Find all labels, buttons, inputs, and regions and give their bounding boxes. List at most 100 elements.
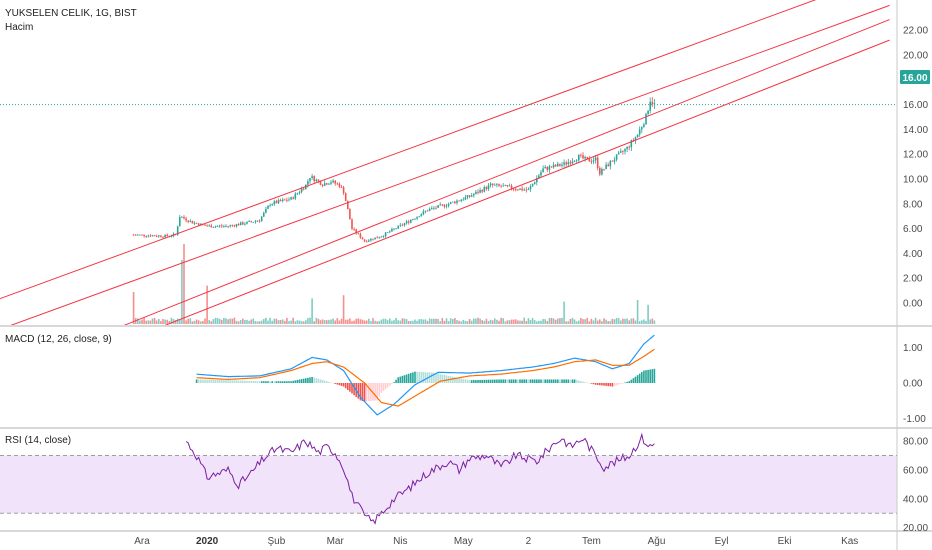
candle-body bbox=[330, 182, 332, 184]
macd-histogram-bar bbox=[380, 383, 383, 393]
time-tick-label: 2020 bbox=[196, 536, 219, 547]
macd-histogram-bar bbox=[300, 379, 303, 383]
volume-bar bbox=[596, 320, 599, 324]
candle-body bbox=[643, 124, 645, 128]
candle-body bbox=[565, 162, 567, 165]
volume-bar bbox=[575, 321, 578, 324]
volume-bar bbox=[208, 320, 210, 324]
volume-bar bbox=[292, 317, 294, 324]
channel-line[interactable] bbox=[0, 19, 890, 381]
macd-histogram-bar bbox=[323, 380, 326, 383]
candle-body bbox=[376, 237, 378, 239]
macd-histogram-bar bbox=[326, 381, 328, 383]
time-tick-label: Kas bbox=[841, 536, 858, 547]
volume-bar bbox=[544, 319, 546, 324]
candle-body bbox=[647, 110, 649, 115]
macd-histogram-bar bbox=[626, 381, 628, 383]
candle-body bbox=[611, 160, 614, 162]
macd-histogram-bar bbox=[315, 378, 318, 383]
macd-histogram-bar bbox=[221, 380, 223, 383]
candle-body bbox=[531, 184, 534, 187]
macd-histogram-bar bbox=[386, 383, 389, 388]
volume-bar bbox=[323, 320, 326, 324]
macd-tick-label: 1.00 bbox=[903, 343, 923, 354]
candle-body bbox=[374, 237, 376, 240]
trend-channel-lines[interactable] bbox=[0, 0, 890, 396]
volume-bar bbox=[489, 319, 492, 324]
candle-body bbox=[292, 197, 294, 199]
candle-body bbox=[485, 187, 488, 189]
volume-bar bbox=[521, 320, 523, 324]
candle-body bbox=[166, 234, 168, 236]
volume-bar bbox=[403, 318, 406, 324]
volume-bar bbox=[204, 318, 206, 324]
macd-histogram-bar bbox=[342, 383, 345, 387]
macd-histogram-bar bbox=[552, 379, 555, 383]
volume-bar bbox=[139, 320, 141, 324]
candle-body bbox=[571, 161, 574, 164]
price-tick-label: 8.00 bbox=[903, 199, 923, 210]
macd-histogram-bar bbox=[594, 383, 597, 385]
candle-body bbox=[134, 234, 137, 236]
candle-body bbox=[431, 207, 433, 209]
volume-bar bbox=[300, 321, 303, 324]
macd-histogram-bar bbox=[393, 382, 395, 383]
candle-body bbox=[653, 103, 656, 105]
macd-histogram-bar bbox=[420, 371, 423, 383]
macd-histogram-bar bbox=[630, 379, 633, 383]
macd-histogram-bar bbox=[353, 383, 355, 396]
candle-body bbox=[481, 190, 483, 192]
macd-histogram-bar bbox=[395, 379, 397, 383]
volume-bar bbox=[176, 318, 179, 324]
volume-bar bbox=[378, 320, 381, 324]
candle-body bbox=[590, 161, 593, 163]
macd-histogram-bar bbox=[237, 380, 240, 383]
macd-histogram-bar bbox=[517, 379, 519, 383]
candle-body bbox=[353, 228, 355, 230]
volume-bar bbox=[508, 320, 511, 324]
price-tick-label: 20.00 bbox=[903, 51, 928, 62]
volume-bar bbox=[504, 321, 507, 324]
candle-body bbox=[332, 180, 334, 183]
volume-bar bbox=[546, 320, 549, 324]
volume-bar bbox=[592, 320, 595, 324]
volume-bar bbox=[441, 317, 444, 324]
volume-bar bbox=[561, 317, 563, 324]
macd-histogram-bar bbox=[305, 378, 307, 383]
time-tick-label: Nis bbox=[393, 536, 407, 547]
channel-line[interactable] bbox=[0, 0, 890, 304]
candle-body bbox=[563, 162, 565, 165]
macd-histogram-bar bbox=[204, 379, 206, 383]
candle-body bbox=[183, 216, 185, 219]
candle-body bbox=[137, 234, 139, 236]
volume-bar bbox=[393, 320, 395, 324]
candle-body bbox=[416, 216, 418, 219]
macd-histogram-bar bbox=[571, 379, 574, 383]
candle-body bbox=[221, 225, 223, 227]
candle-body bbox=[317, 179, 320, 182]
channel-line[interactable] bbox=[0, 39, 890, 395]
chart-title: YUKSELEN CELIK, 1G, BIST bbox=[5, 8, 137, 19]
macd-histogram-bar bbox=[550, 379, 553, 383]
channel-line[interactable] bbox=[0, 4, 890, 334]
volume-bar bbox=[603, 318, 605, 324]
time-tick-label: 2 bbox=[526, 536, 532, 547]
price-tick-label: 22.00 bbox=[903, 26, 928, 37]
macd-histogram-bar bbox=[554, 379, 557, 383]
candle-body bbox=[235, 224, 238, 227]
volume-bar bbox=[223, 317, 225, 324]
volume-bar bbox=[389, 318, 391, 324]
macd-histogram-bar bbox=[445, 375, 448, 383]
macd-histogram-bar bbox=[527, 379, 530, 383]
macd-histogram-bar bbox=[265, 381, 267, 383]
candle-body bbox=[395, 228, 397, 230]
candle-body bbox=[636, 134, 639, 138]
candle-body bbox=[525, 189, 528, 191]
candle-body bbox=[334, 180, 336, 184]
volume-bar bbox=[231, 318, 234, 324]
volume-bar bbox=[523, 317, 525, 324]
candle-body bbox=[622, 151, 624, 152]
macd-histogram-bar bbox=[569, 379, 572, 383]
volume-bar bbox=[645, 320, 647, 324]
candle-body bbox=[628, 146, 630, 148]
